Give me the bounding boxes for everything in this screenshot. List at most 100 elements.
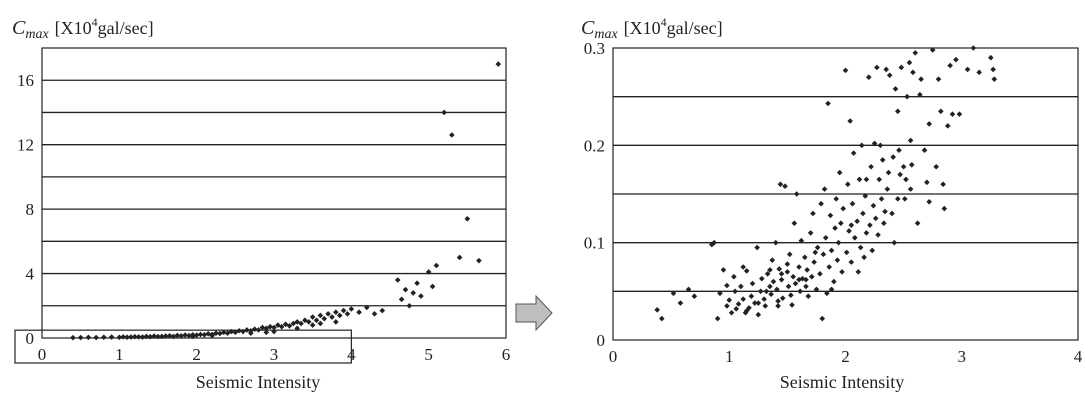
left-data-point: [186, 332, 192, 339]
right-data-point: [882, 208, 888, 215]
right-data-point: [896, 147, 902, 153]
left-x-tick-label: 3: [270, 345, 279, 364]
right-data-point: [822, 235, 829, 241]
right-data-point: [850, 150, 857, 156]
right-data-point: [731, 273, 737, 280]
left-data-point: [174, 332, 181, 339]
left-data-point: [197, 331, 204, 338]
right-data-point: [740, 296, 746, 302]
right-data-point: [857, 244, 864, 251]
right-data-point: [938, 108, 944, 115]
right-y-label-unit-exp: 4: [661, 15, 667, 29]
left-y-label-unit-suffix: gal/sec]: [98, 18, 154, 38]
right-data-point: [810, 210, 816, 217]
left-x-tick-label: 5: [424, 345, 433, 364]
right-data-point: [775, 303, 781, 309]
left-data-point: [178, 333, 184, 339]
left-data-point: [259, 324, 266, 331]
right-data-point: [743, 268, 750, 274]
left-data-point: [356, 309, 362, 316]
right-data-point: [819, 315, 826, 322]
right-data-point: [778, 276, 785, 283]
right-data-point: [764, 271, 771, 277]
right-data-point: [790, 273, 796, 280]
right-data-point: [940, 181, 946, 188]
right-data-point: [832, 225, 838, 231]
right-data-point: [867, 222, 873, 228]
left-data-point: [425, 269, 432, 275]
right-data-point: [772, 239, 779, 246]
right-data-point: [763, 288, 770, 295]
right-data-point: [840, 205, 846, 212]
left-data-point: [232, 329, 239, 336]
right-x-axis-label: Seismic Intensity: [780, 372, 905, 392]
right-data-point: [767, 283, 773, 290]
right-data-point: [786, 251, 793, 258]
right-data-point: [908, 162, 915, 168]
left-data-point: [93, 334, 99, 341]
right-data-point: [826, 264, 833, 270]
right-data-point: [907, 137, 914, 144]
right-data-point: [825, 100, 831, 107]
right-data-point: [877, 142, 884, 149]
right-data-point: [759, 275, 765, 282]
right-data-point: [711, 239, 717, 246]
left-data-point: [108, 334, 115, 340]
left-data-point: [336, 312, 343, 319]
left-data-point: [166, 332, 173, 339]
right-data-point: [824, 290, 830, 297]
left-y-tick-label: 0: [26, 329, 35, 348]
right-data-point: [956, 111, 963, 117]
left-data-point: [441, 109, 447, 116]
right-data-point: [717, 290, 723, 297]
right-data-point: [863, 230, 870, 236]
right-data-point: [784, 269, 791, 275]
right-data-point: [798, 237, 805, 244]
right-data-point: [991, 76, 998, 82]
left-data-point: [278, 323, 285, 330]
zoom-region-box: [14, 329, 352, 364]
right-chart: Cmax [X104gal/sec] 00.10.20.30 1 2 3 4 Seismi…: [581, 15, 1083, 392]
left-data-point: [379, 307, 386, 314]
right-data-point: [724, 303, 730, 309]
left-y-label-subscript: max: [25, 27, 49, 42]
right-data-point: [807, 230, 814, 236]
left-data-point: [344, 311, 351, 317]
right-data-point: [848, 222, 855, 228]
right-data-point: [792, 280, 799, 287]
left-data-point: [476, 257, 482, 264]
left-data-point: [317, 320, 324, 327]
left-data-point: [155, 333, 161, 340]
right-data-point: [854, 218, 860, 225]
right-data-point: [860, 210, 866, 217]
left-data-point: [456, 254, 463, 261]
right-data-point: [709, 241, 715, 248]
right-data-point: [755, 300, 762, 306]
right-data-point: [769, 257, 776, 263]
right-data-point: [802, 254, 808, 261]
right-data-point: [820, 251, 827, 258]
left-y-axis-label: Cmax [X104gal/sec]: [12, 15, 154, 42]
right-data-point: [659, 315, 665, 322]
right-data-point: [904, 93, 910, 100]
right-data-point: [784, 261, 791, 267]
right-data-point: [885, 169, 892, 176]
right-data-point: [945, 123, 951, 129]
right-data-point: [856, 176, 863, 183]
right-data-point: [821, 186, 828, 192]
left-data-point: [406, 302, 413, 309]
right-data-point: [835, 239, 842, 246]
left-data-point: [213, 330, 219, 336]
left-data-point: [298, 320, 304, 327]
left-y-tick-label: 8: [26, 200, 35, 219]
left-data-point: [159, 333, 165, 340]
right-data-point: [733, 306, 740, 312]
right-data-point: [779, 295, 786, 301]
right-data-point: [912, 50, 919, 56]
right-data-point: [797, 288, 803, 295]
right-data-point: [796, 264, 802, 270]
left-data-point: [120, 334, 126, 340]
left-data-point: [182, 332, 188, 338]
right-data-point: [762, 303, 769, 309]
